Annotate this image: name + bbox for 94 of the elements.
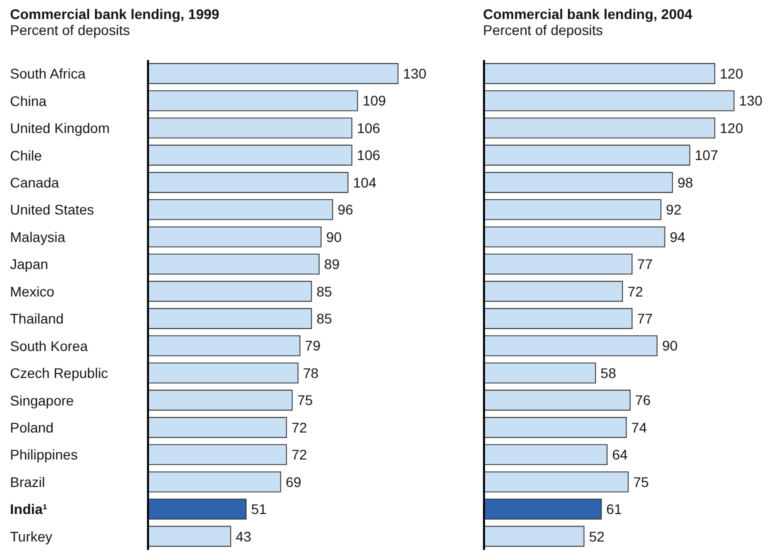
bar [148, 280, 312, 302]
data-label: 85 [316, 310, 332, 327]
bar [484, 118, 716, 138]
bar [148, 63, 398, 84]
data-label: 106 [356, 120, 380, 136]
bar [484, 308, 632, 329]
y-tick-label: Brazil [10, 474, 46, 490]
bar [484, 417, 627, 438]
chart-title: Commercial bank lending, 2004 [483, 6, 692, 22]
data-label: 69 [286, 474, 302, 490]
data-label: 98 [677, 174, 694, 190]
data-label: 89 [324, 256, 340, 272]
bar [484, 498, 602, 520]
data-label: 107 [694, 147, 718, 164]
data-label: 76 [635, 392, 651, 408]
y-tick-label: United States [10, 202, 94, 218]
data-label: 90 [326, 228, 342, 245]
y-tick-label: Mexico [10, 283, 55, 300]
y-tick-label: Singapore [10, 392, 74, 408]
data-label: 77 [637, 310, 653, 327]
bar [148, 526, 232, 547]
data-label: 104 [353, 174, 377, 190]
data-label: 96 [338, 202, 354, 218]
bar [484, 226, 666, 248]
y-tick-label: Chile [10, 147, 42, 164]
data-label: 61 [606, 501, 622, 518]
chart-title: Commercial bank lending, 1999 [10, 6, 220, 22]
y-tick-label: Philippines [10, 446, 78, 463]
bar [148, 417, 287, 438]
y-tick-label: Poland [10, 420, 54, 436]
bar [484, 362, 596, 384]
bar [148, 199, 334, 220]
y-tick-label: Turkey [10, 528, 52, 544]
bar [148, 390, 293, 411]
data-label: 130 [739, 92, 763, 109]
data-label: 52 [589, 528, 605, 544]
bar [484, 471, 629, 492]
data-label: 72 [291, 446, 308, 463]
bar [484, 63, 716, 84]
bar [484, 526, 584, 547]
bar [484, 254, 632, 274]
data-label: 130 [403, 66, 427, 82]
bar [148, 172, 348, 193]
data-label: 72 [627, 283, 644, 300]
data-label: 92 [666, 202, 682, 218]
bar [148, 226, 322, 248]
y-tick-label: South Korea [10, 338, 88, 354]
data-label: 77 [637, 256, 653, 272]
data-label: 90 [662, 338, 678, 354]
data-label: 64 [612, 446, 628, 463]
data-label: 94 [670, 228, 686, 245]
bar [484, 90, 734, 112]
chart-subtitle: Percent of deposits [483, 22, 604, 38]
bar [484, 172, 673, 193]
y-tick-label: Canada [10, 174, 60, 190]
bar [484, 390, 631, 411]
data-label: 79 [304, 338, 321, 354]
data-label: 72 [291, 419, 308, 436]
y-tick-label: Thailand [10, 310, 64, 327]
y-tick-label: China [10, 92, 47, 109]
bar [484, 335, 658, 356]
data-label: 85 [316, 283, 332, 300]
bar [148, 144, 352, 166]
data-label: 43 [236, 528, 252, 544]
bar [484, 280, 623, 302]
bar [148, 471, 282, 492]
data-label: 74 [631, 419, 648, 436]
bar [484, 144, 690, 166]
data-label: 109 [362, 92, 386, 109]
data-label: 106 [356, 147, 380, 164]
bar [148, 362, 298, 384]
bar [148, 118, 352, 138]
y-tick-label: Japan [10, 256, 48, 272]
bar [484, 444, 608, 466]
data-label: 78 [303, 364, 319, 381]
data-label: 75 [297, 392, 314, 408]
y-tick-label: Malaysia [10, 228, 66, 245]
data-label: 120 [720, 66, 744, 82]
chart-subtitle: Percent of deposits [10, 22, 131, 38]
y-tick-label: South Africa [10, 66, 86, 82]
bar [148, 498, 246, 520]
y-tick-label: India¹ [10, 501, 48, 518]
bar [148, 444, 287, 466]
bar [148, 254, 320, 274]
bar [148, 90, 358, 112]
bar [148, 335, 300, 356]
y-tick-label: United Kingdom [10, 120, 110, 136]
data-label: 120 [720, 120, 744, 136]
data-label: 58 [600, 364, 616, 381]
bar [484, 199, 662, 220]
data-label: 51 [251, 501, 267, 518]
y-tick-label: Czech Republic [10, 365, 108, 382]
data-label: 75 [633, 474, 650, 490]
bar [148, 308, 312, 329]
